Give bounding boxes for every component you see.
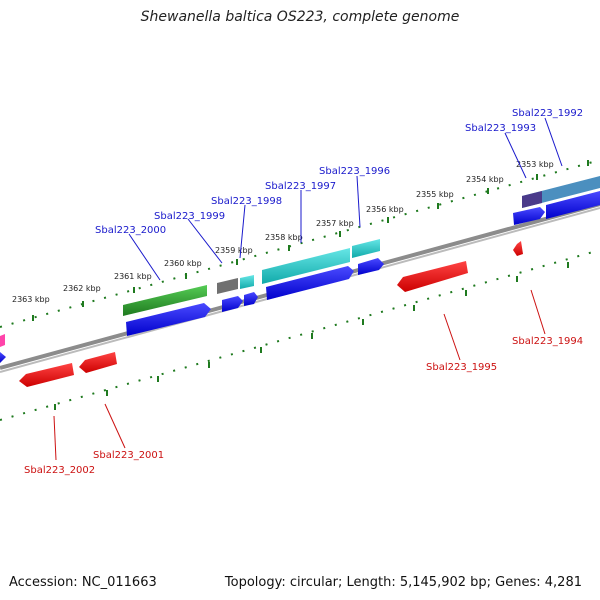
gene-arrow-forward[interactable] [546,191,600,219]
kbp-label: 2362 kbp [63,284,101,293]
gene-arrow-forward[interactable] [0,352,6,363]
gene-labels-bottom: Sbal223_1994 Sbal223_1995 Sbal223_2001 S… [24,336,583,476]
gene-arrow-forward[interactable] [244,292,258,306]
gene-label: Sbal223_1992 [512,108,583,119]
kbp-label: 2356 kbp [366,205,404,214]
gene-arrow-reverse[interactable] [513,241,523,256]
gene-arrow-forward[interactable] [126,303,211,336]
gene-label: Sbal223_2000 [95,225,166,236]
leader-lines-bottom [53,289,546,461]
kbp-ruler-lower [0,249,600,421]
pink-feature[interactable] [0,334,5,347]
gene-label: Sbal223_1999 [154,211,225,222]
gene-arrow-reverse[interactable] [79,352,117,373]
gene-label: Sbal223_2002 [24,465,95,476]
cyan-feature[interactable] [352,239,380,258]
genome-summary-text: Topology: circular; Length: 5,145,902 bp… [224,575,582,590]
kbp-label: 2361 kbp [114,272,152,281]
cyan-feature[interactable] [240,275,254,289]
gene-arrow-reverse[interactable] [19,363,74,387]
gene-arrow-forward[interactable] [358,258,384,275]
accession-text: Accession: NC_011663 [9,575,157,590]
gene-label: Sbal223_2001 [93,450,164,461]
cyan-feature[interactable] [262,248,350,284]
kbp-label: 2363 kbp [12,295,50,304]
green-feature[interactable] [123,285,207,316]
grey-feature[interactable] [217,278,238,294]
forward-genes[interactable] [0,191,600,363]
page-title: Shewanella baltica OS223, complete genom… [140,9,460,25]
gene-label: Sbal223_1996 [319,166,390,177]
gene-arrow-reverse[interactable] [397,261,468,292]
kbp-label: 2360 kbp [164,259,202,268]
kbp-labels: 2353 kbp 2354 kbp 2355 kbp 2356 kbp 2357… [12,160,554,304]
reverse-genes[interactable] [0,241,523,387]
gene-label: Sbal223_1994 [512,336,583,347]
kbp-label: 2359 kbp [215,246,253,255]
kbp-label: 2355 kbp [416,190,454,199]
gene-arrow-forward[interactable] [266,266,354,300]
purple-feature[interactable] [522,191,542,208]
gene-label: Sbal223_1998 [211,196,282,207]
gene-label: Sbal223_1995 [426,362,497,373]
feature-blocks-upper[interactable] [123,176,600,316]
kbp-major-ticks [32,160,589,410]
kbp-label: 2354 kbp [466,175,504,184]
kbp-label: 2357 kbp [316,219,354,228]
gene-arrow-forward[interactable] [513,207,545,225]
leader-lines-top [128,117,563,281]
kbp-label: 2358 kbp [265,233,303,242]
gene-label: Sbal223_1997 [265,181,336,192]
gene-arrow-forward[interactable] [222,296,243,312]
gene-labels-top: Sbal223_1992 Sbal223_1993 Sbal223_1996 S… [95,108,583,236]
kbp-label: 2353 kbp [516,160,554,169]
gene-label: Sbal223_1993 [465,123,536,134]
